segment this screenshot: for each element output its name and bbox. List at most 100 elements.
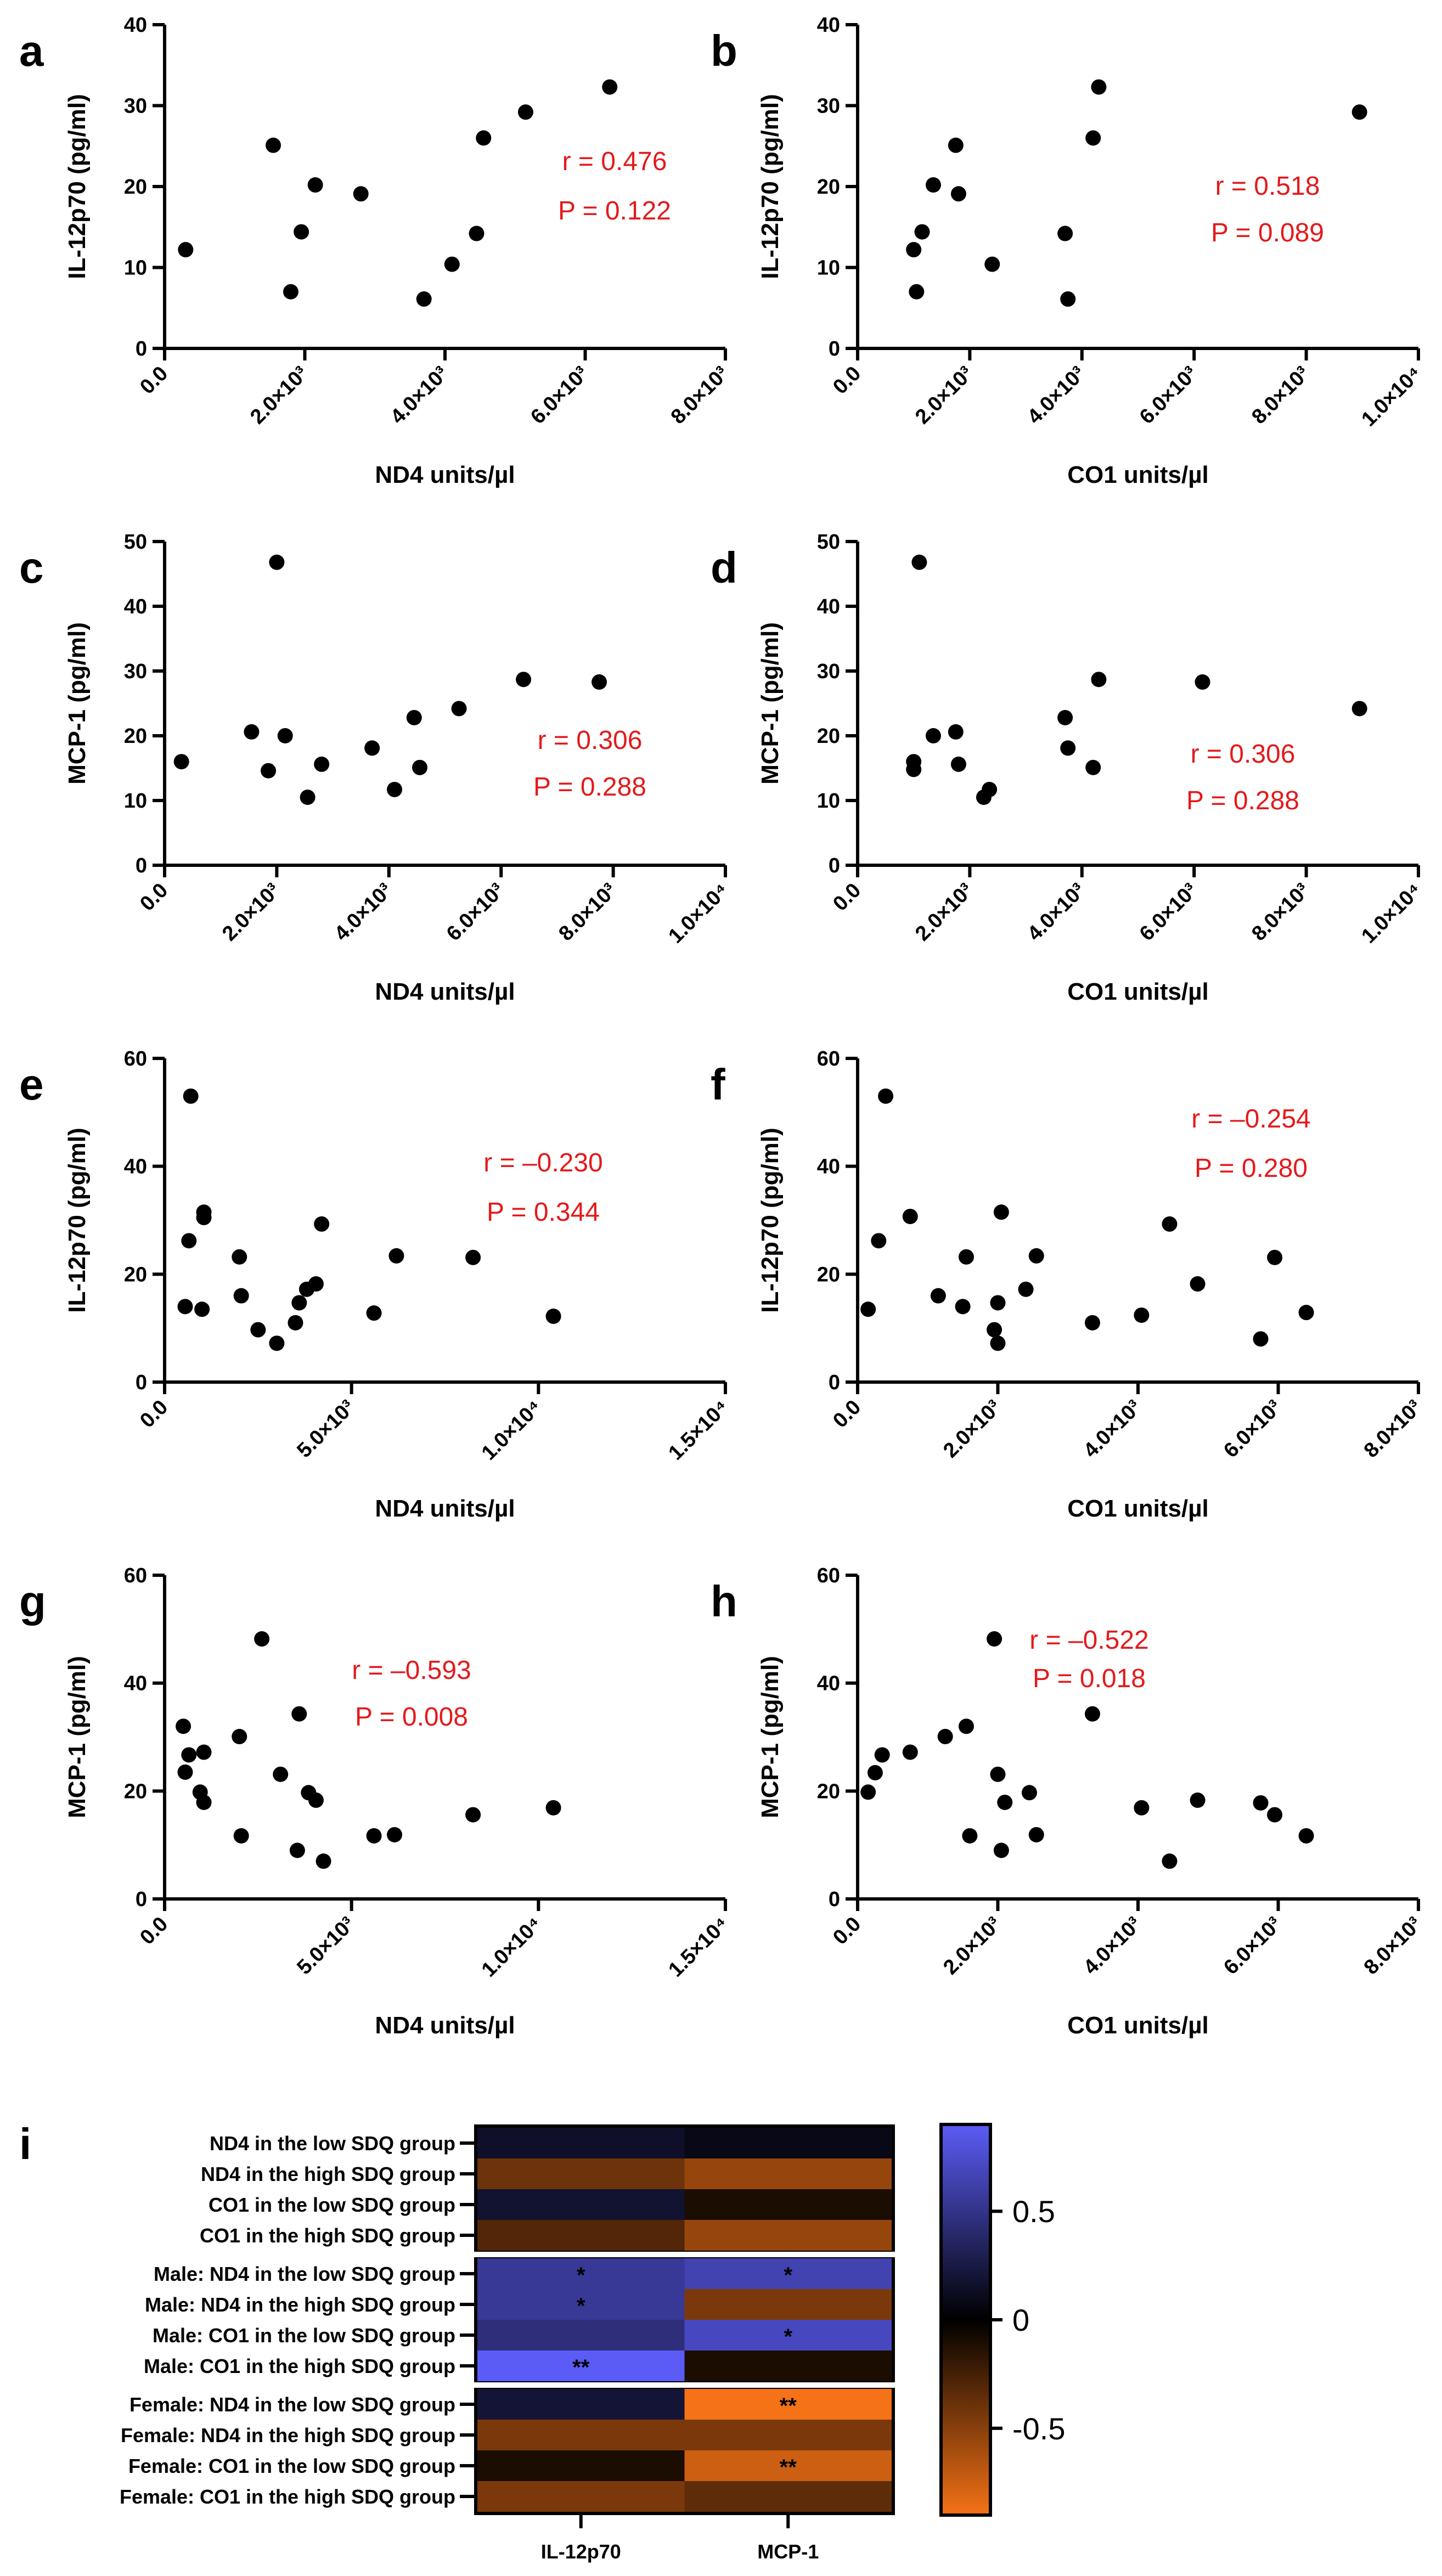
heatmap-cell xyxy=(684,2320,892,2350)
heatmap-row-label: CO1 in the high SDQ group xyxy=(200,2224,455,2247)
data-point xyxy=(993,1204,1009,1220)
data-point xyxy=(181,1747,197,1763)
heatmap-cell xyxy=(684,2350,892,2381)
x-tick-label: 1.0×10⁴ xyxy=(1357,362,1426,431)
correlation-r: r = –0.522 xyxy=(1029,1626,1149,1655)
heatmap-cell xyxy=(684,2128,892,2158)
correlation-p: P = 0.008 xyxy=(355,1703,468,1732)
data-point xyxy=(412,759,428,775)
data-point xyxy=(308,1276,324,1292)
heatmap-cell xyxy=(477,2420,685,2450)
x-tick-label: 2.0×10³ xyxy=(246,362,313,429)
data-point xyxy=(364,740,380,756)
data-point xyxy=(860,1784,876,1800)
y-tick-label: 30 xyxy=(124,660,147,683)
data-point xyxy=(1060,291,1076,307)
scatter-panel-c: c 0 10 20 30 40 50 0.0 2.0×10³ 4.0×10³ 6.0×10³ 8.0×… xyxy=(19,531,733,1005)
y-tick-label: 10 xyxy=(124,790,147,813)
data-point xyxy=(902,1744,918,1760)
data-point xyxy=(906,762,922,777)
x-tick-label: 8.0×10³ xyxy=(1360,1396,1427,1463)
heatmap-row-label: ND4 in the low SDQ group xyxy=(210,2132,455,2155)
y-tick-label: 40 xyxy=(124,14,147,37)
y-tick-label: 60 xyxy=(124,1564,147,1587)
data-point xyxy=(867,1765,883,1780)
x-tick-label: 2.0×10³ xyxy=(939,1396,1006,1463)
data-point xyxy=(925,177,941,193)
y-tick-label: 30 xyxy=(817,660,840,683)
correlation-p: P = 0.344 xyxy=(487,1198,600,1227)
heatmap-cell xyxy=(477,2481,685,2512)
x-tick-label: 5.0×10³ xyxy=(292,1396,359,1463)
correlation-p: P = 0.288 xyxy=(1186,786,1299,815)
heatmap-row-label: ND4 in the high SDQ group xyxy=(201,2163,455,2185)
x-tick-label: 8.0×10³ xyxy=(1247,879,1314,946)
data-point xyxy=(948,137,964,153)
data-point xyxy=(948,724,964,740)
data-point xyxy=(451,701,467,717)
data-point xyxy=(1018,1281,1034,1297)
x-tick-label: 0.0 xyxy=(829,1913,865,1949)
y-tick-label: 10 xyxy=(817,257,840,280)
x-tick-label: 4.0×10³ xyxy=(1023,879,1090,946)
correlation-p: P = 0.122 xyxy=(558,196,671,226)
data-point xyxy=(233,1828,249,1844)
heatmap-cell xyxy=(684,2389,892,2420)
x-axis-title: CO1 units/µl xyxy=(1067,978,1209,1005)
data-point xyxy=(1091,672,1107,687)
y-axis-title: MCP-1 (pg/ml) xyxy=(64,1656,91,1818)
data-point xyxy=(183,1088,199,1104)
correlation-r: r = –0.593 xyxy=(352,1656,471,1685)
panel-letter: h xyxy=(711,1577,737,1626)
x-axis-title: CO1 units/µl xyxy=(1067,2012,1209,2039)
heatmap-row-label: Male: ND4 in the high SDQ group xyxy=(145,2293,455,2316)
scatter-panel-d: d 0 10 20 30 40 50 0.0 2.0×10³ 4.0×10³ 6.0×10³ 8.0×… xyxy=(711,531,1426,1005)
data-point xyxy=(1253,1331,1269,1347)
group-separator xyxy=(474,2252,895,2257)
x-tick-label: 2.0×10³ xyxy=(939,1913,1006,1980)
heatmap-cell xyxy=(477,2158,685,2189)
data-point xyxy=(289,1842,305,1858)
data-point xyxy=(232,1249,247,1265)
x-tick-label: 6.0×10³ xyxy=(526,362,593,429)
data-point xyxy=(902,1209,918,1225)
data-point xyxy=(1028,1248,1044,1264)
x-tick-label: 6.0×10³ xyxy=(1135,362,1202,429)
x-axis-title: CO1 units/µl xyxy=(1067,1495,1209,1522)
x-tick-label: 4.0×10³ xyxy=(1079,1396,1146,1463)
correlation-r: r = –0.254 xyxy=(1191,1104,1311,1134)
data-point xyxy=(366,1305,382,1321)
y-tick-label: 60 xyxy=(124,1047,147,1070)
y-tick-label: 20 xyxy=(817,1263,840,1286)
heatmap-cell xyxy=(684,2258,892,2289)
y-tick-label: 0 xyxy=(136,1888,147,1911)
y-tick-label: 20 xyxy=(124,176,147,199)
data-point xyxy=(387,781,403,797)
x-tick-label: 4.0×10³ xyxy=(1023,362,1090,429)
x-tick-label: 4.0×10³ xyxy=(1079,1913,1146,1980)
data-point xyxy=(314,1216,330,1232)
y-tick-label: 0 xyxy=(136,1371,147,1394)
scatter-panel-h: h 0 20 40 60 0.0 2.0×10³ 4.0×10³ 6.0×10³ 8.0×10³ C… xyxy=(711,1564,1426,2039)
heatmap-cell xyxy=(477,2350,685,2381)
y-tick-label: 40 xyxy=(817,14,840,37)
y-tick-label: 50 xyxy=(124,531,147,554)
heatmap-row-label: Female: ND4 in the low SDQ group xyxy=(129,2393,455,2416)
data-point xyxy=(266,137,281,153)
data-point xyxy=(1084,1706,1100,1722)
data-point xyxy=(1190,1793,1206,1808)
data-point xyxy=(232,1729,247,1745)
y-tick-label: 10 xyxy=(817,790,840,813)
data-point xyxy=(906,242,922,258)
heatmap-row-label: Male: CO1 in the high SDQ group xyxy=(144,2355,455,2377)
correlation-r: r = –0.230 xyxy=(483,1148,603,1177)
data-point xyxy=(269,554,285,570)
y-tick-label: 60 xyxy=(817,1564,840,1587)
x-tick-label: 0.0 xyxy=(136,879,172,916)
correlation-r: r = 0.476 xyxy=(562,147,667,176)
data-point xyxy=(177,1299,193,1315)
y-tick-label: 0 xyxy=(136,337,147,360)
data-point xyxy=(1253,1795,1269,1811)
heatmap-cell xyxy=(477,2289,685,2320)
scatter-panel-a: a 0 10 20 30 40 0.0 2.0×10³ 4.0×10³ 6.0×10³ 8.0×10… xyxy=(19,14,733,488)
